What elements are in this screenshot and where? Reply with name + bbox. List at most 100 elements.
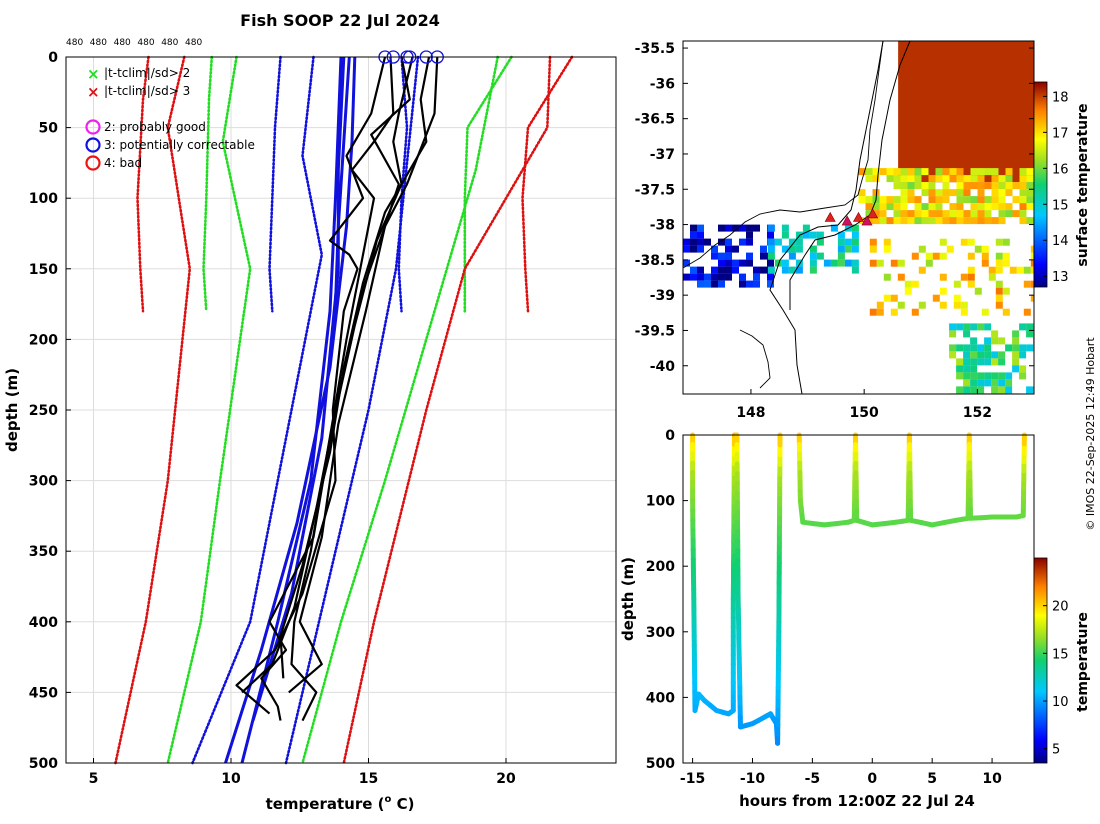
sst-pixel	[915, 182, 922, 189]
sst-pixel	[711, 246, 718, 253]
sst-pixel	[1019, 323, 1026, 330]
sst-pixel	[901, 196, 908, 203]
sst-pixel	[711, 281, 718, 288]
sst-pixel	[949, 323, 956, 330]
sst-pixel	[1003, 260, 1010, 267]
sst-pixel	[956, 365, 963, 372]
sst-pixel	[970, 337, 977, 344]
sst-pixel	[767, 232, 774, 239]
sst-pixel	[970, 386, 977, 393]
lat-tick-label: -36	[650, 76, 675, 92]
sst-pixel	[954, 281, 961, 288]
temperature-colorbar-label: temperature	[1075, 612, 1091, 712]
sst-pixel	[971, 217, 978, 224]
sst-pixel	[1013, 182, 1020, 189]
sst-pixel	[884, 295, 891, 302]
credit-text: © IMOS 22-Sep-2025 12:49 Hobart	[1084, 337, 1097, 531]
sst-pixel	[971, 203, 978, 210]
sst-pixel	[782, 246, 789, 253]
sst-pixel	[704, 274, 711, 281]
sst-pixel	[690, 232, 697, 239]
sst-pixel	[894, 175, 901, 182]
sst-pixel	[998, 379, 1005, 386]
sst-pixel	[943, 168, 950, 175]
sst-pixel	[838, 239, 845, 246]
sst-colorbar-tick-label: 14	[1052, 234, 1069, 249]
sst-pixel	[880, 196, 887, 203]
sst-pixel	[963, 372, 970, 379]
sst-pixel	[922, 217, 929, 224]
top-count-label: 480	[185, 38, 202, 48]
sst-pixel	[999, 217, 1006, 224]
sst-pixel	[977, 351, 984, 358]
sst-pixel	[991, 351, 998, 358]
sst-pixel	[683, 246, 690, 253]
sst-pixel	[949, 330, 956, 337]
sst-pixel	[697, 225, 704, 232]
sst-pixel	[690, 239, 697, 246]
sst-pixel	[968, 281, 975, 288]
sst-pixel	[697, 274, 704, 281]
sst-pixel	[985, 182, 992, 189]
sst-pixel	[956, 323, 963, 330]
sst-pixel	[961, 274, 968, 281]
sst-pixel	[782, 225, 789, 232]
sst-pixel	[760, 267, 767, 274]
sst-pixel	[782, 267, 789, 274]
sst-pixel	[810, 253, 817, 260]
sst-pixel	[991, 386, 998, 393]
sst-pixel	[877, 309, 884, 316]
sst-pixel	[957, 203, 964, 210]
sst-pixel	[767, 274, 774, 281]
sst-pixel	[940, 239, 947, 246]
sst-pixel	[984, 372, 991, 379]
sst-pixel	[985, 210, 992, 217]
sst-pixel	[852, 260, 859, 267]
sst-pixel	[943, 189, 950, 196]
sst-pixel	[746, 232, 753, 239]
sst-pixel	[957, 210, 964, 217]
temperature-colorbar-tick-label: 10	[1052, 695, 1069, 710]
sst-pixel	[1027, 182, 1034, 189]
sst-colorbar	[1034, 82, 1047, 287]
sst-pixel	[978, 203, 985, 210]
sst-pixel	[690, 274, 697, 281]
sst-pixel	[999, 203, 1006, 210]
sst-pixel	[1020, 175, 1027, 182]
legend-flag4-label: 4: bad	[104, 156, 142, 170]
y-tick-label: 350	[29, 544, 58, 560]
sst-pixel	[940, 302, 947, 309]
sst-pixel	[943, 175, 950, 182]
sst-pixel	[977, 344, 984, 351]
sst-pixel	[908, 182, 915, 189]
sst-pixel	[866, 196, 873, 203]
sst-pixel	[943, 196, 950, 203]
sst-pixel	[971, 168, 978, 175]
sst-pixel	[998, 358, 1005, 365]
sst-pixel	[718, 267, 725, 274]
sst-pixel	[998, 386, 1005, 393]
sst-pixel	[1003, 253, 1010, 260]
sst-pixel	[760, 253, 767, 260]
lat-tick-label: -37	[650, 147, 675, 163]
sst-pixel	[964, 196, 971, 203]
sst-pixel	[894, 196, 901, 203]
sst-pixel	[950, 175, 957, 182]
sst-pixel	[704, 281, 711, 288]
top-count-label: 480	[114, 38, 131, 48]
sst-pixel	[982, 246, 989, 253]
sst-pixel	[901, 189, 908, 196]
lat-tick-label: -36.5	[635, 112, 675, 128]
depth-tick-label: 300	[646, 625, 675, 641]
sst-pixel	[970, 379, 977, 386]
sst-pixel	[989, 267, 996, 274]
lat-tick-label: -37.5	[635, 182, 675, 198]
sst-pixel	[964, 189, 971, 196]
sst-pixel	[718, 253, 725, 260]
sst-pixel	[898, 302, 905, 309]
sst-pixel	[1013, 196, 1020, 203]
sst-pixel	[991, 379, 998, 386]
sst-pixel	[926, 253, 933, 260]
sst-pixel	[971, 175, 978, 182]
